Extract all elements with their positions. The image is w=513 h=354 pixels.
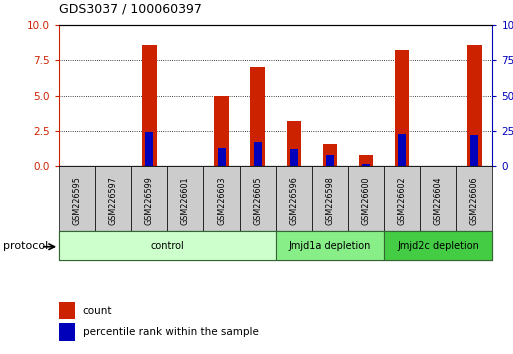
- Bar: [470, 135, 479, 166]
- Bar: [59, 166, 95, 232]
- Text: control: control: [150, 241, 184, 251]
- Bar: [290, 149, 298, 166]
- Bar: [323, 144, 337, 166]
- Bar: [240, 166, 275, 232]
- Text: GSM226603: GSM226603: [217, 176, 226, 225]
- Text: protocol: protocol: [3, 241, 48, 251]
- Text: percentile rank within the sample: percentile rank within the sample: [83, 327, 259, 337]
- Text: Jmjd1a depletion: Jmjd1a depletion: [289, 241, 371, 251]
- Text: GSM226600: GSM226600: [362, 176, 370, 225]
- Text: GSM226601: GSM226601: [181, 176, 190, 225]
- Bar: [145, 132, 153, 166]
- Bar: [398, 134, 406, 166]
- Bar: [59, 231, 275, 260]
- Bar: [250, 67, 265, 166]
- Bar: [287, 121, 301, 166]
- Bar: [254, 142, 262, 166]
- Bar: [59, 302, 75, 319]
- Bar: [395, 50, 409, 166]
- Bar: [359, 155, 373, 166]
- Bar: [214, 96, 229, 166]
- Text: GSM226602: GSM226602: [398, 176, 407, 225]
- Text: GSM226604: GSM226604: [434, 176, 443, 225]
- Text: GSM226596: GSM226596: [289, 176, 298, 225]
- Text: GSM226598: GSM226598: [325, 176, 334, 225]
- Bar: [204, 166, 240, 232]
- Bar: [218, 148, 226, 166]
- Text: Jmjd2c depletion: Jmjd2c depletion: [398, 241, 479, 251]
- Bar: [467, 45, 482, 166]
- Bar: [312, 166, 348, 232]
- Bar: [348, 166, 384, 232]
- Bar: [59, 323, 75, 341]
- Bar: [167, 166, 204, 232]
- Bar: [142, 45, 156, 166]
- Text: GSM226595: GSM226595: [72, 176, 82, 225]
- Bar: [275, 166, 312, 232]
- Bar: [457, 166, 492, 232]
- Bar: [326, 155, 334, 166]
- Bar: [384, 231, 492, 260]
- Bar: [131, 166, 167, 232]
- Text: count: count: [83, 306, 112, 316]
- Bar: [384, 166, 420, 232]
- Text: GSM226605: GSM226605: [253, 176, 262, 225]
- Text: GSM226599: GSM226599: [145, 176, 154, 225]
- Bar: [275, 231, 384, 260]
- Bar: [420, 166, 457, 232]
- Bar: [362, 164, 370, 166]
- Text: GDS3037 / 100060397: GDS3037 / 100060397: [59, 3, 202, 16]
- Text: GSM226597: GSM226597: [109, 176, 117, 225]
- Bar: [95, 166, 131, 232]
- Text: GSM226606: GSM226606: [470, 176, 479, 225]
